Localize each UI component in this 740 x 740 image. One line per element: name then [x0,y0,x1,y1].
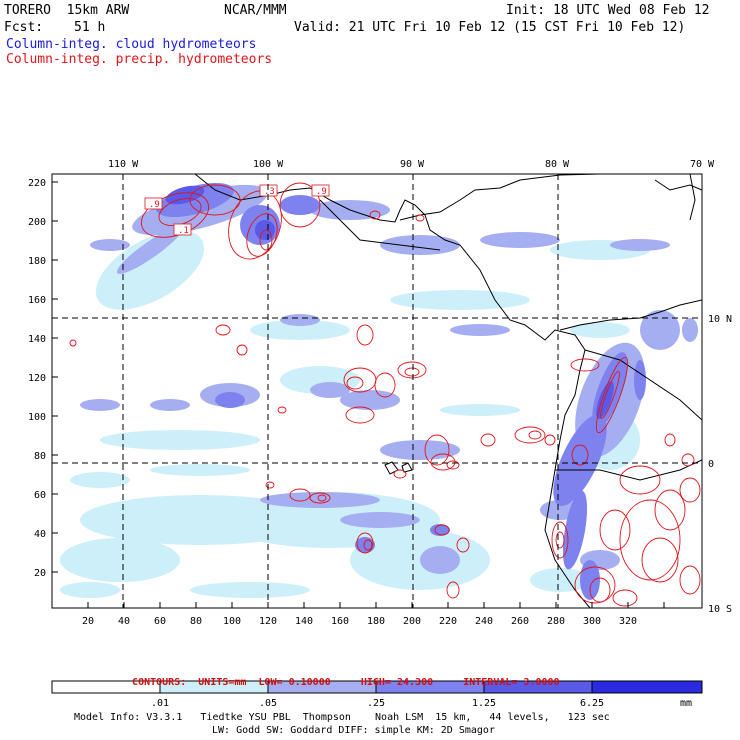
cloud-shading [60,182,698,600]
colorbar-labels: .01 .05 .25 1.25 6.25 mm [151,698,692,709]
colorbar-label: 1.25 [472,698,496,709]
y-tick: 20 [34,568,46,579]
latitude-labels: 10 N 0 10 S [708,314,732,615]
lon-label-100w: 100 W [253,159,284,170]
valid-time: Valid: 21 UTC Fri 10 Feb 12 (15 CST Fri … [294,20,686,35]
contour-units: UNITS=mm [198,677,247,688]
x-tick: 300 [583,616,601,627]
init-time: Init: 18 UTC Wed 08 Feb 12 [506,3,710,18]
colorbar [51,680,703,694]
x-tick: 140 [295,616,313,627]
forecast-hours: 51 h [74,20,106,35]
y-tick: 200 [28,217,46,228]
lat-label-10s: 10 S [708,604,732,615]
y-tick: 60 [34,490,46,501]
axis-ticks [52,181,665,608]
center-label: NCAR/MMM [224,3,287,18]
forecast-label: Fcst: [4,20,44,35]
contour-low: LOW= 0.10000 [258,677,331,688]
label-box-3: .9 [316,187,327,197]
y-tick: 140 [28,334,46,345]
model-title: TORERO 15km ARW [4,3,130,18]
x-tick: 160 [331,616,349,627]
coastlines [194,174,702,608]
colorbar-label: .01 [151,698,169,709]
x-tick: 100 [223,616,241,627]
longitude-labels: 110 W 100 W 90 W 80 W 70 W [108,159,715,170]
contour-high: HIGH= 24.300 [360,677,434,688]
x-tick: 240 [475,616,493,627]
cloud-field-title: Column-integ. cloud hydrometeors [6,37,257,52]
y-tick-labels: 220 200 180 160 140 120 100 80 60 40 20 [28,178,46,579]
x-tick: 260 [511,616,529,627]
y-tick: 40 [34,529,46,540]
colorbar-label: .25 [367,698,385,709]
label-box-1: .9 [149,200,160,210]
x-tick: 40 [118,616,130,627]
x-tick: 80 [190,616,202,627]
x-tick-labels: 20 40 60 80 100 120 140 160 180 200 220 … [82,616,637,627]
y-tick: 160 [28,295,46,306]
graticule [52,174,702,608]
label-box-4: .1 [178,226,189,236]
x-tick: 320 [619,616,637,627]
x-tick: 200 [403,616,421,627]
x-tick: 60 [154,616,166,627]
colorbar-label: 6.25 [580,698,604,709]
x-tick: 280 [547,616,565,627]
y-tick: 80 [34,451,46,462]
y-tick: 120 [28,373,46,384]
x-tick: 220 [439,616,457,627]
x-tick: 120 [259,616,277,627]
lon-label-110w: 110 W [108,159,139,170]
contour-interval: INTERVAL= 3.0000 [463,677,560,688]
lat-label-10n: 10 N [708,314,732,325]
colorbar-units: mm [680,698,692,709]
lat-label-0: 0 [708,459,714,470]
contour-info: CONTOURS: UNITS=mm LOW= 0.10000 HIGH= 24… [120,668,560,688]
x-tick: 20 [82,616,94,627]
model-info-line1: Model Info: V3.3.1 Tiedtke YSU PBL Thomp… [74,712,610,723]
plot-frame [51,173,703,609]
contour-prefix: CONTOURS: [132,677,187,688]
model-info-line2: LW: Godd SW: Goddard DIFF: simple KM: 2D… [212,725,495,736]
precip-contours [69,182,701,607]
x-tick: 180 [367,616,385,627]
y-tick: 180 [28,256,46,267]
contour-label-boxes: .9 .3 .9 .1 [144,184,330,236]
precip-field-title: Column-integ. precip. hydrometeors [6,52,273,67]
y-tick: 220 [28,178,46,189]
lon-label-90w: 90 W [400,159,425,170]
lon-label-80w: 80 W [545,159,570,170]
lon-label-70w: 70 W [690,159,715,170]
label-box-2: .3 [264,187,275,197]
y-tick: 100 [28,412,46,423]
colorbar-label: .05 [259,698,277,709]
